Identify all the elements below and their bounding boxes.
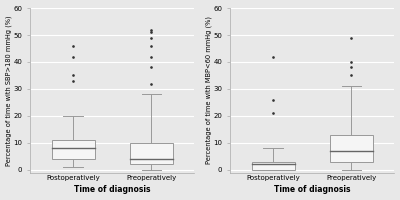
Y-axis label: Percentage of time with MBP<60 mmHg (%): Percentage of time with MBP<60 mmHg (%) xyxy=(206,16,212,164)
Bar xyxy=(252,162,295,170)
Y-axis label: Percentage of time with SBP>180 mmHg (%): Percentage of time with SBP>180 mmHg (%) xyxy=(6,15,12,166)
X-axis label: Time of diagnosis: Time of diagnosis xyxy=(274,185,350,194)
Bar xyxy=(330,135,373,162)
Bar xyxy=(130,143,173,164)
X-axis label: Time of diagnosis: Time of diagnosis xyxy=(74,185,150,194)
Bar xyxy=(52,140,95,159)
